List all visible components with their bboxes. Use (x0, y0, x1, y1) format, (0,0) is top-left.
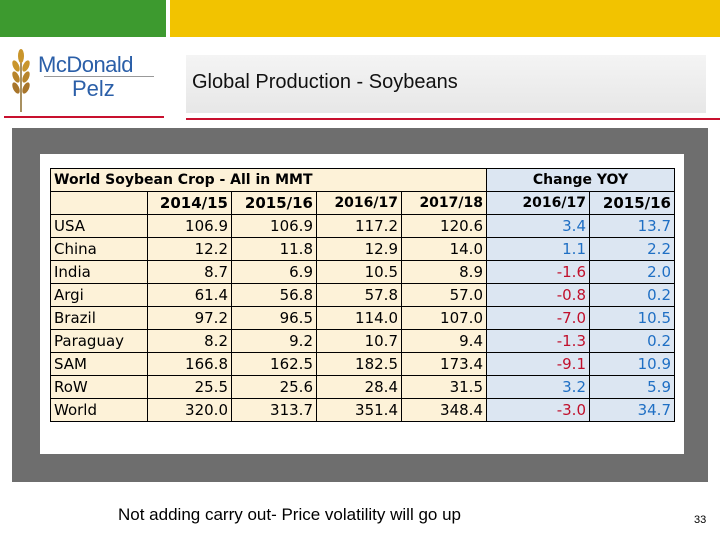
production-value: 10.5 (316, 260, 402, 284)
production-value: 14.0 (401, 237, 487, 261)
year-header: 2015/16 (231, 191, 317, 215)
change-year-header: 2016/17 (486, 191, 590, 215)
company-logo (4, 46, 164, 116)
table-row: USA 106.9 106.9 117.2 120.6 3.4 13.7 (50, 214, 675, 238)
production-value: 114.0 (316, 306, 402, 330)
production-value: 162.5 (231, 352, 317, 376)
production-value: 120.6 (401, 214, 487, 238)
production-value: 25.5 (147, 375, 232, 399)
row-label: USA (50, 214, 148, 238)
logo-underline (4, 116, 164, 118)
row-label: Brazil (50, 306, 148, 330)
row-label: China (50, 237, 148, 261)
table-row: SAM 166.8 162.5 182.5 173.4 -9.1 10.9 (50, 352, 675, 376)
production-value: 12.9 (316, 237, 402, 261)
production-value: 107.0 (401, 306, 487, 330)
change-year-header: 2015/16 (589, 191, 675, 215)
row-label: Argi (50, 283, 148, 307)
logo-divider (44, 76, 154, 77)
title-underline (186, 118, 720, 120)
yoy-change-value: -3.0 (486, 398, 590, 422)
yoy-change-value: 0.2 (589, 329, 675, 353)
production-value: 106.9 (147, 214, 232, 238)
production-value: 96.5 (231, 306, 317, 330)
production-value: 12.2 (147, 237, 232, 261)
table-title: World Soybean Crop - All in MMT (50, 168, 487, 192)
production-value: 313.7 (231, 398, 317, 422)
production-value: 57.0 (401, 283, 487, 307)
table-row: Argi 61.4 56.8 57.8 57.0 -0.8 0.2 (50, 283, 675, 307)
production-value: 320.0 (147, 398, 232, 422)
production-value: 9.2 (231, 329, 317, 353)
yoy-change-value: -0.8 (486, 283, 590, 307)
title-box: Global Production - Soybeans (186, 55, 706, 113)
production-value: 106.9 (231, 214, 317, 238)
yoy-change-value: 3.4 (486, 214, 590, 238)
production-value: 8.9 (401, 260, 487, 284)
table-row: World 320.0 313.7 351.4 348.4 -3.0 34.7 (50, 398, 675, 422)
row-label: SAM (50, 352, 148, 376)
production-value: 25.6 (231, 375, 317, 399)
top-yellow-bar (170, 0, 720, 37)
yoy-change-value: -1.3 (486, 329, 590, 353)
production-value: 351.4 (316, 398, 402, 422)
table-row: India 8.7 6.9 10.5 8.9 -1.6 2.0 (50, 260, 675, 284)
production-value: 8.7 (147, 260, 232, 284)
production-value: 6.9 (231, 260, 317, 284)
row-label: World (50, 398, 148, 422)
production-value: 8.2 (147, 329, 232, 353)
production-value: 182.5 (316, 352, 402, 376)
production-value: 173.4 (401, 352, 487, 376)
production-value: 166.8 (147, 352, 232, 376)
footer-note: Not adding carry out- Price volatility w… (118, 505, 461, 524)
production-value: 57.8 (316, 283, 402, 307)
brand-name-line2: Pelz (72, 76, 115, 101)
blank-header-cell (50, 191, 148, 215)
production-value: 61.4 (147, 283, 232, 307)
production-value: 117.2 (316, 214, 402, 238)
yoy-change-value: -7.0 (486, 306, 590, 330)
production-value: 56.8 (231, 283, 317, 307)
production-value: 31.5 (401, 375, 487, 399)
year-header-row: 2014/15 2015/16 2016/17 2017/18 2016/17 … (50, 191, 675, 215)
production-value: 348.4 (401, 398, 487, 422)
row-label: Paraguay (50, 329, 148, 353)
yoy-change-value: -9.1 (486, 352, 590, 376)
slide-title: Global Production - Soybeans (192, 71, 458, 93)
yoy-change-value: 13.7 (589, 214, 675, 238)
production-value: 10.7 (316, 329, 402, 353)
yoy-change-value: -1.6 (486, 260, 590, 284)
yoy-change-value: 1.1 (486, 237, 590, 261)
table-row: RoW 25.5 25.6 28.4 31.5 3.2 5.9 (50, 375, 675, 399)
yoy-change-value: 10.9 (589, 352, 675, 376)
yoy-change-value: 3.2 (486, 375, 590, 399)
top-green-bar (0, 0, 166, 37)
production-value: 97.2 (147, 306, 232, 330)
year-header: 2016/17 (316, 191, 402, 215)
soybean-crop-table: World Soybean Crop - All in MMT Change Y… (50, 168, 675, 422)
brand-name-line1: McDonald (38, 52, 134, 77)
yoy-change-value: 2.2 (589, 237, 675, 261)
yoy-change-value: 2.0 (589, 260, 675, 284)
page-number: 33 (694, 514, 707, 526)
yoy-change-value: 34.7 (589, 398, 675, 422)
yoy-change-value: 5.9 (589, 375, 675, 399)
change-yoy-header: Change YOY (486, 168, 675, 192)
wheat-logo-icon (12, 49, 30, 112)
year-header: 2017/18 (401, 191, 487, 215)
yoy-change-value: 0.2 (589, 283, 675, 307)
table-row: Brazil 97.2 96.5 114.0 107.0 -7.0 10.5 (50, 306, 675, 330)
year-header: 2014/15 (147, 191, 232, 215)
production-value: 11.8 (231, 237, 317, 261)
row-label: RoW (50, 375, 148, 399)
production-value: 9.4 (401, 329, 487, 353)
table-title-row: World Soybean Crop - All in MMT Change Y… (50, 168, 675, 192)
yoy-change-value: 10.5 (589, 306, 675, 330)
production-value: 28.4 (316, 375, 402, 399)
row-label: India (50, 260, 148, 284)
table-row: Paraguay 8.2 9.2 10.7 9.4 -1.3 0.2 (50, 329, 675, 353)
table-row: China 12.2 11.8 12.9 14.0 1.1 2.2 (50, 237, 675, 261)
